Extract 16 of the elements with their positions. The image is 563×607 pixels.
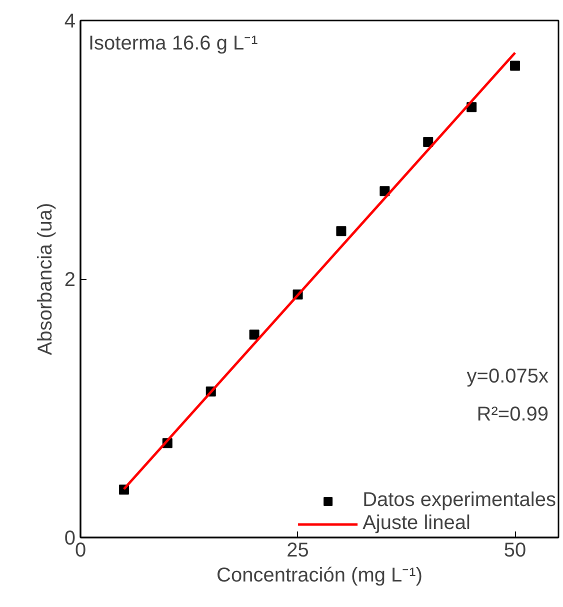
- annotation: R²=0.99: [476, 404, 549, 426]
- point: [510, 60, 520, 71]
- x-tick-label: 50: [504, 540, 526, 562]
- point: [423, 136, 434, 147]
- annotation: y=0.075x: [466, 366, 549, 388]
- x-axis-title: Concentración (mg L⁻¹): [216, 564, 422, 586]
- annotation: Isoterma 16.6 g L⁻¹: [88, 32, 258, 54]
- point: [249, 330, 260, 340]
- y-tick-label: 2: [64, 269, 76, 291]
- y-axis-title: Absorbancia (ua): [34, 202, 56, 356]
- legend-label: Ajuste lineal: [362, 512, 470, 535]
- point: [336, 226, 346, 236]
- legend-label: Datos experimentales: [362, 489, 556, 512]
- point: [380, 186, 390, 196]
- y-tick-label: 4: [64, 10, 76, 32]
- x-tick-label: 25: [286, 540, 309, 562]
